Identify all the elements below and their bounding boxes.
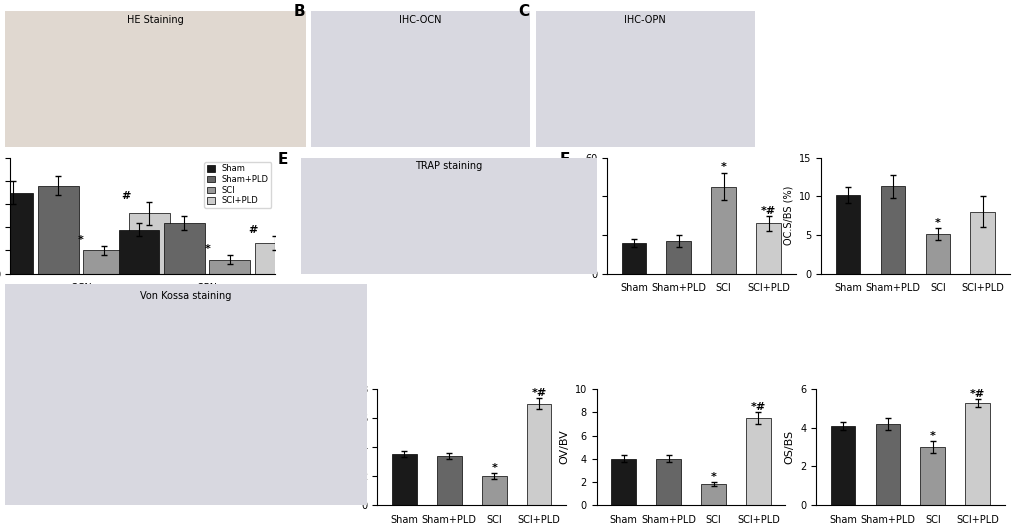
Text: *: * [77,235,84,245]
Bar [874,424,900,505]
Text: TRAP staining: TRAP staining [415,161,482,171]
Y-axis label: OV/TV: OV/TV [345,430,356,464]
Bar [255,244,296,274]
Bar [710,187,736,274]
Text: H: H [330,383,342,399]
Bar [84,250,124,274]
Text: B: B [293,4,305,19]
Bar [391,454,417,505]
Bar [964,403,989,505]
Text: *: * [204,244,210,254]
Text: E: E [277,152,287,167]
Y-axis label: N.TRAP+/B.Pm (mm⁻¹): N.TRAP+/B.Pm (mm⁻¹) [569,160,579,271]
Bar [0,193,34,274]
Text: *#: *# [531,388,546,398]
Bar [610,459,636,505]
Text: *#: *# [969,389,984,399]
Bar [835,195,860,274]
Bar [209,260,250,274]
Bar [879,186,905,274]
Text: *: * [929,431,934,441]
Text: *: * [720,163,726,173]
Bar [164,222,205,274]
Text: *#: *# [760,206,775,216]
Text: HE Staining: HE Staining [127,15,183,25]
Text: F: F [559,152,570,167]
Bar [38,186,78,274]
Bar [118,229,159,274]
Bar [481,476,506,505]
Bar [700,484,726,505]
Bar [919,447,945,505]
Y-axis label: OV/BV: OV/BV [558,430,569,464]
Text: #: # [121,190,131,200]
Bar [755,224,781,274]
Bar [436,456,462,505]
Text: C: C [518,4,529,19]
Legend: Sham, Sham+PLD, SCI, SCI+PLD: Sham, Sham+PLD, SCI, SCI+PLD [204,162,271,208]
Bar [745,418,770,505]
Bar [924,234,950,274]
Bar [969,212,995,274]
Bar [621,242,646,274]
Bar [128,214,169,274]
Bar [655,459,681,505]
Y-axis label: OC.S/BS (%): OC.S/BS (%) [783,186,793,245]
Text: IHC-OPN: IHC-OPN [624,15,665,25]
Text: Von Kossa staining: Von Kossa staining [141,291,231,301]
Text: IHC-OCN: IHC-OCN [399,15,441,25]
Text: *: * [491,463,496,473]
Text: #: # [248,225,257,235]
Bar [526,404,551,505]
Text: *#: *# [750,402,765,412]
Bar [665,241,691,274]
Bar [829,426,855,505]
Text: *: * [710,471,715,481]
Y-axis label: OS/BS: OS/BS [784,430,794,464]
Text: *: * [934,218,940,228]
